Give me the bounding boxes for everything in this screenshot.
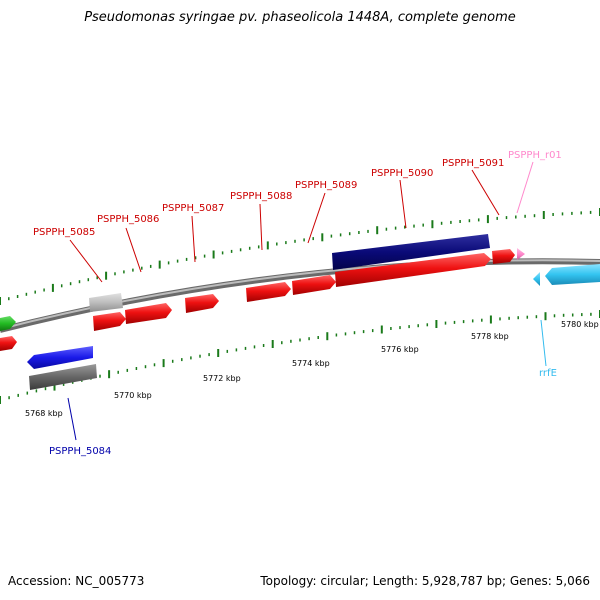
leader-PSPPH_5086	[125, 227, 142, 273]
leader-PSPPH_r01	[516, 161, 534, 214]
label-PSPPH_5085[interactable]: PSPPH_5085	[33, 227, 95, 238]
accession-text: Accession: NC_005773	[8, 574, 145, 588]
map-title: Pseudomonas syringae pv. phaseolicola 14…	[84, 10, 516, 25]
feature-PSPPH_5087[interactable]	[185, 294, 219, 313]
label-PSPPH_5090[interactable]: PSPPH_5090	[371, 168, 433, 179]
leader-PSPPH_5090	[399, 179, 407, 229]
label-rrfE[interactable]: rrfE	[539, 368, 557, 379]
scale-label-5774: 5774 kbp	[292, 359, 330, 368]
feature-PSPPH_5085[interactable]	[93, 312, 126, 331]
leader-PSPPH_5089	[307, 192, 326, 244]
scale-label-5776: 5776 kbp	[381, 345, 419, 354]
scale-label-5772: 5772 kbp	[203, 374, 241, 383]
leader-PSPPH_5091	[471, 169, 500, 216]
genome-backbone-highlight	[0, 259, 600, 330]
feature-red-left-edge[interactable]	[0, 336, 17, 351]
genome-backbone	[0, 258, 600, 333]
scale-label-5780: 5780 kbp	[561, 320, 599, 329]
scale-label-5770: 5770 kbp	[114, 391, 152, 400]
genome-summary-text: Topology: circular; Length: 5,928,787 bp…	[260, 574, 590, 588]
feature-PSPPH_5091[interactable]	[492, 249, 515, 264]
scale-label-5768: 5768 kbp	[25, 409, 63, 418]
feature-PSPPH_5086[interactable]	[125, 303, 172, 324]
leader-PSPPH_5085	[69, 239, 103, 283]
leader-rrfE	[540, 319, 547, 367]
feature-PSPPH_r01[interactable]	[517, 248, 525, 260]
feature-rrfE-small[interactable]	[533, 272, 540, 286]
scale-label-5778: 5778 kbp	[471, 332, 509, 341]
leader-PSPPH_5084	[67, 397, 77, 441]
feature-rrfE[interactable]	[545, 264, 600, 285]
label-PSPPH_5086[interactable]: PSPPH_5086	[97, 214, 159, 225]
feature-PSPPH_5084-blue[interactable]	[27, 346, 93, 369]
leader-PSPPH_5088	[259, 203, 263, 251]
feature-PSPPH_5090[interactable]	[335, 253, 491, 287]
feature-PSPPH_5088[interactable]	[246, 282, 291, 302]
feature-light-gray[interactable]	[89, 293, 123, 312]
leader-lines	[67, 161, 547, 441]
feature-green-left[interactable]	[0, 316, 16, 331]
feature-PSPPH_5090-navy[interactable]	[332, 234, 490, 270]
leader-PSPPH_5087	[191, 215, 196, 263]
inner-tick-ring	[0, 310, 600, 404]
label-PSPPH_5089[interactable]: PSPPH_5089	[295, 180, 357, 191]
label-PSPPH_r01[interactable]: PSPPH_r01	[508, 150, 562, 161]
label-PSPPH_5088[interactable]: PSPPH_5088	[230, 191, 292, 202]
feature-PSPPH_5089[interactable]	[292, 275, 336, 295]
label-PSPPH_5084[interactable]: PSPPH_5084	[49, 446, 111, 457]
outer-tick-ring	[0, 208, 600, 305]
label-PSPPH_5087[interactable]: PSPPH_5087	[162, 203, 224, 214]
feature-PSPPH_5084-gray[interactable]	[29, 364, 97, 390]
label-PSPPH_5091[interactable]: PSPPH_5091	[442, 158, 504, 169]
